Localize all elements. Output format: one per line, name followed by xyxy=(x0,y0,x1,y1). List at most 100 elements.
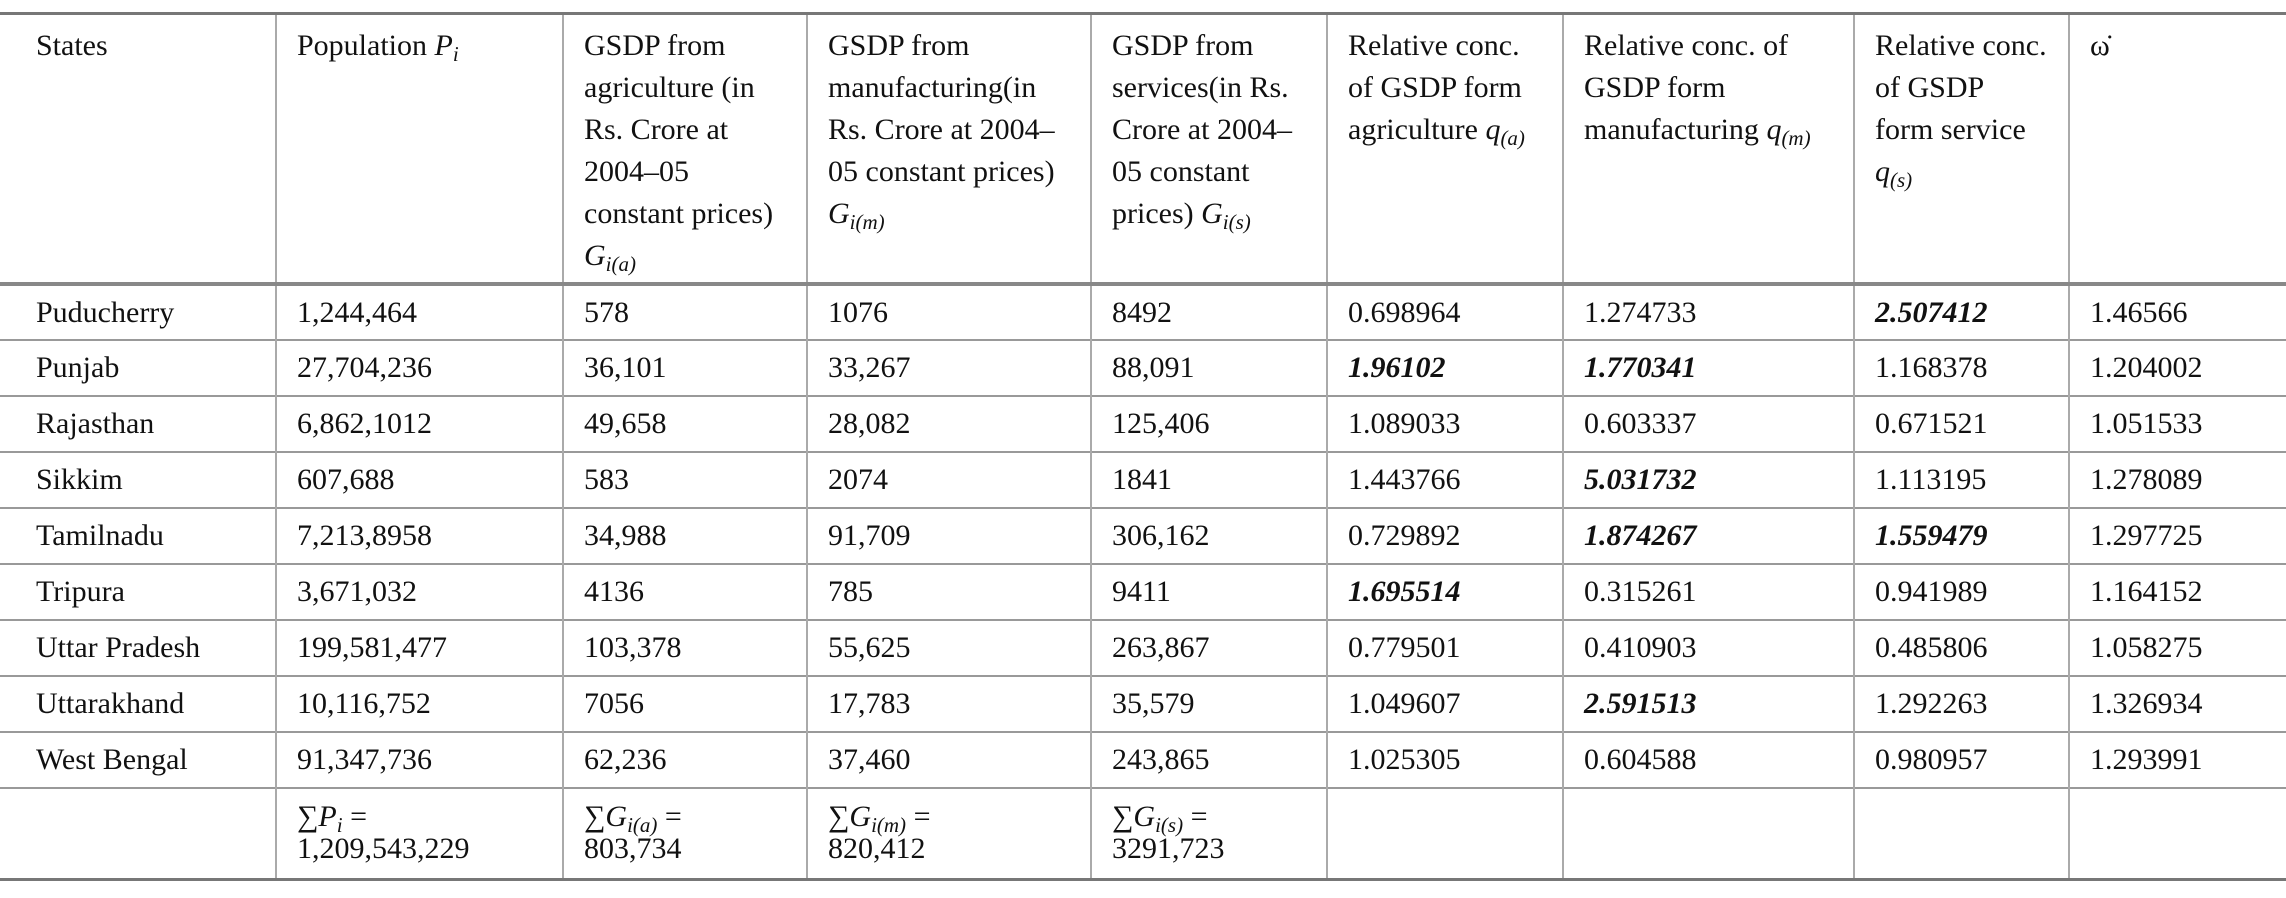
relation: = xyxy=(664,799,682,833)
cell-text: 6,862,1012 xyxy=(297,406,432,440)
table-cell: 33,267 xyxy=(806,339,1091,396)
cell-text: 9411 xyxy=(1112,574,1171,608)
sum-sign: ∑ xyxy=(297,799,319,833)
table-row: Tamilnadu 7,213,8958 34,988 91,709 306,162 0.… xyxy=(0,507,2286,564)
cell-text: 1.874267 xyxy=(1584,518,1697,552)
cell-text: Puducherry xyxy=(36,295,175,329)
cell-text: 1.326934 xyxy=(2090,686,2203,720)
table-cell: West Bengal xyxy=(0,732,276,788)
table-cell: 583 xyxy=(562,451,807,508)
table-cell: Uttarakhand xyxy=(0,676,276,732)
table-cell: 1,244,464 xyxy=(275,283,563,340)
cell-text: 1.46566 xyxy=(2090,295,2188,329)
table-cell: 1.168378 xyxy=(1853,339,2069,396)
cell-text: 1076 xyxy=(828,295,888,329)
table-cell: 1.278089 xyxy=(2068,451,2286,508)
table-cell: Rajasthan xyxy=(0,396,276,452)
data-table: States Population Pi GSDP from agriculture… xyxy=(0,12,2286,881)
symbol: q xyxy=(1766,113,1782,146)
header-cell: Relative conc. of GSDP form agriculture … xyxy=(1326,13,1563,284)
cell-text: 1841 xyxy=(1112,462,1172,496)
cell-text: 1.695514 xyxy=(1348,574,1461,608)
table-cell: 578 xyxy=(562,283,807,340)
header-cell: Population Pi xyxy=(275,13,563,284)
header-cell: GSDP from manufacturing(in Rs. Crore at … xyxy=(806,13,1091,284)
cell-text: 55,625 xyxy=(828,630,911,664)
cell-text: 3,671,032 xyxy=(297,574,417,608)
subscript: i xyxy=(452,42,459,66)
cell-text: 1.204002 xyxy=(2090,350,2203,384)
sum-cell xyxy=(1326,787,1563,880)
table-cell: 27,704,236 xyxy=(275,339,563,396)
cell-text: 28,082 xyxy=(828,406,911,440)
table-cell: 8492 xyxy=(1090,283,1327,340)
table-cell: 0.603337 xyxy=(1562,395,1854,452)
table-cell: 0.941989 xyxy=(1853,563,2069,620)
header-cell: ω̇ xyxy=(2068,13,2286,284)
cell-text: 0.671521 xyxy=(1875,406,1988,440)
relation: = xyxy=(350,799,367,833)
cell-text: 1.770341 xyxy=(1584,350,1697,384)
cell-text: 1.443766 xyxy=(1348,462,1461,496)
header-text: Relative conc. of GSDP form agriculture xyxy=(1348,29,1522,146)
symbol: G xyxy=(1201,197,1223,230)
table-cell: Punjab xyxy=(0,340,276,396)
table-cell: 34,988 xyxy=(562,507,807,564)
table-cell: 0.410903 xyxy=(1562,619,1854,676)
subscript: i(s) xyxy=(1155,812,1184,837)
table-cell: 37,460 xyxy=(806,731,1091,788)
cell-text: 243,865 xyxy=(1112,742,1210,776)
table-cell: 36,101 xyxy=(562,339,807,396)
cell-text: Tripura xyxy=(36,574,125,608)
table-cell: 263,867 xyxy=(1090,619,1327,676)
cell-text: States xyxy=(36,29,108,62)
cell-text: 2074 xyxy=(828,462,888,496)
table-cell: 1.46566 xyxy=(2068,283,2286,340)
header-cell: Relative conc. of GSDP form service q(s) xyxy=(1853,13,2069,284)
subscript: i(m) xyxy=(871,812,907,837)
table-row: Tripura 3,671,032 4136 785 9411 1.695514 0.315… xyxy=(0,563,2286,620)
cell-text: 0.779501 xyxy=(1348,630,1461,664)
table-cell: 7,213,8958 xyxy=(275,507,563,564)
table-cell: 1.96102 xyxy=(1326,339,1563,396)
table-cell: 103,378 xyxy=(562,619,807,676)
cell-text: 1.049607 xyxy=(1348,686,1461,720)
table-cell: 1.874267 xyxy=(1562,507,1854,564)
sum-sign: ∑ xyxy=(1112,799,1134,833)
table-cell: 55,625 xyxy=(806,619,1091,676)
table-cell: 1.089033 xyxy=(1326,395,1563,452)
cell-text: 125,406 xyxy=(1112,406,1210,440)
table-header: States Population Pi GSDP from agriculture… xyxy=(0,13,2286,284)
cell-text: 263,867 xyxy=(1112,630,1210,664)
symbol: q xyxy=(1485,113,1501,146)
sum-cell: ∑Gi(s) = 3291,723 xyxy=(1090,787,1327,880)
relation: = xyxy=(1190,799,1208,833)
table-cell: 0.980957 xyxy=(1853,731,2069,788)
table-cell: 9411 xyxy=(1090,563,1327,620)
table-cell: 1.049607 xyxy=(1326,675,1563,732)
sum-cell: ∑Gi(m) = 820,412 xyxy=(806,787,1091,880)
cell-text: 0.603337 xyxy=(1584,406,1697,440)
subscript: (a) xyxy=(1500,126,1525,150)
cell-text: Punjab xyxy=(36,350,120,384)
cell-text: 88,091 xyxy=(1112,350,1195,384)
header-text: Population xyxy=(297,29,428,62)
symbol: G xyxy=(605,799,628,833)
cell-text: 37,460 xyxy=(828,742,911,776)
header-text: GSDP from agriculture (in Rs. Crore at 2… xyxy=(584,29,774,230)
subscript: i(s) xyxy=(1222,210,1251,234)
cell-text: 1,244,464 xyxy=(297,295,417,329)
cell-text: 33,267 xyxy=(828,350,911,384)
table-cell: 6,862,1012 xyxy=(275,395,563,452)
cell-text: 0.604588 xyxy=(1584,742,1697,776)
table-cell: 28,082 xyxy=(806,395,1091,452)
table-cell: Puducherry xyxy=(0,284,276,340)
cell-text: Uttar Pradesh xyxy=(36,630,201,664)
cell-text: 1.058275 xyxy=(2090,630,2203,664)
table-cell: 607,688 xyxy=(275,451,563,508)
table-cell: 1.164152 xyxy=(2068,563,2286,620)
table-cell: 1.326934 xyxy=(2068,675,2286,732)
cell-text: 578 xyxy=(584,295,629,329)
table-cell: 91,347,736 xyxy=(275,731,563,788)
header-text: GSDP from services(in Rs. Crore at 2004–… xyxy=(1112,29,1292,230)
